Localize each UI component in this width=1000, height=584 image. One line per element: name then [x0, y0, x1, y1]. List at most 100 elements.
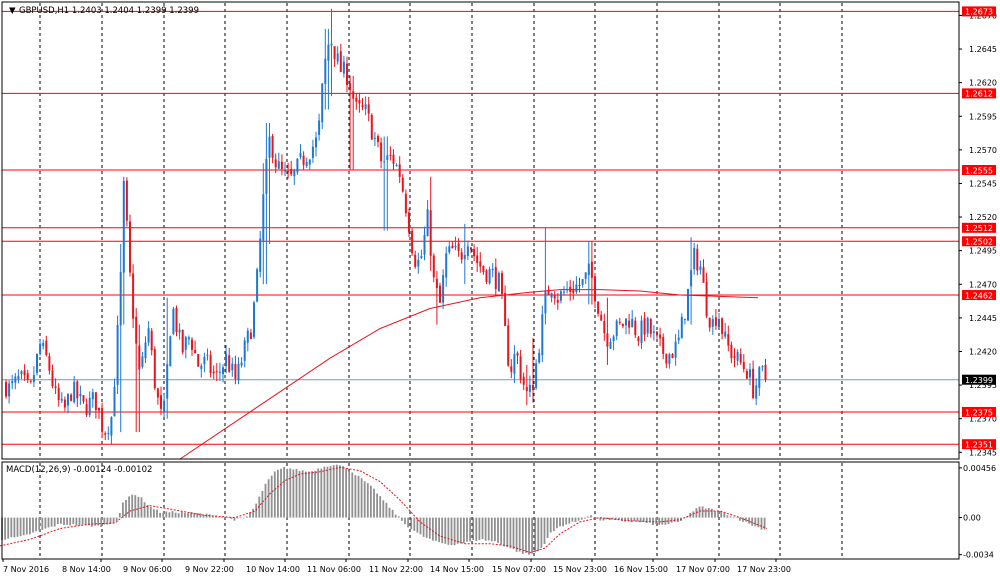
macd-histogram-bar — [726, 515, 729, 518]
x-tick-label: 9 Nov 06:00 — [123, 565, 172, 574]
current-price-label: 1.2399 — [965, 376, 993, 385]
macd-histogram-bar — [593, 517, 595, 519]
candle-body — [315, 137, 317, 148]
macd-histogram-bar — [4, 517, 6, 540]
macd-histogram-bar — [75, 517, 78, 526]
macd-histogram-bar — [304, 471, 307, 518]
symbol-arrow-icon[interactable]: ▼ — [9, 6, 16, 16]
candle-body — [76, 381, 79, 399]
candle-body — [721, 318, 724, 335]
level-label: 1.2351 — [965, 441, 993, 450]
macd-histogram-bar — [348, 471, 351, 518]
macd-histogram-bar — [422, 517, 425, 537]
macd-histogram-bar — [444, 517, 447, 544]
macd-histogram-bar — [261, 490, 264, 518]
candle-body — [60, 398, 63, 401]
y-tick-label: 1.2470 — [969, 280, 997, 289]
y-tick-label: 1.2570 — [969, 146, 997, 155]
candle-body — [203, 356, 206, 365]
candle-body — [259, 238, 262, 272]
candle-body — [330, 43, 333, 46]
candle-body — [138, 345, 141, 370]
macd-histogram-bar — [301, 470, 304, 518]
candle-body — [67, 394, 69, 406]
macd-histogram-bar — [639, 517, 642, 523]
candle-body — [377, 136, 379, 142]
macd-histogram-bar — [521, 517, 524, 554]
macd-histogram-bar — [106, 517, 109, 525]
macd-histogram-bar — [394, 514, 397, 518]
candle-body — [209, 355, 212, 373]
candle-body — [82, 395, 85, 402]
macd-histogram-bar — [286, 468, 289, 518]
macd-histogram-bar — [298, 471, 301, 518]
candle-body — [156, 388, 159, 398]
candle-body — [559, 291, 562, 301]
y-tick-label: 1.2445 — [969, 314, 997, 323]
candle-body — [94, 392, 97, 411]
macd-histogram-bar — [701, 506, 704, 518]
candle-body — [45, 340, 48, 355]
macd-histogram-bar — [391, 509, 394, 518]
macd-histogram-bar — [469, 517, 471, 542]
macd-histogram-bar — [320, 468, 323, 518]
macd-histogram-bar — [475, 517, 478, 541]
macd-histogram-bar — [754, 517, 757, 527]
macd-histogram-bar — [385, 502, 388, 518]
level-label: 1.2512 — [965, 224, 993, 233]
candle-body — [724, 331, 727, 337]
macd-histogram-bar — [103, 517, 106, 525]
macd-histogram-bar — [357, 475, 360, 518]
candle-body — [718, 319, 720, 328]
macd-histogram-bar — [252, 508, 254, 518]
candle-body — [318, 120, 321, 135]
macd-histogram-bar — [329, 466, 332, 518]
candle-body — [435, 278, 438, 289]
candle-body — [85, 404, 88, 415]
macd-histogram-bar — [118, 512, 121, 518]
candle-body — [470, 247, 472, 250]
candle-body — [690, 270, 693, 287]
macd-histogram-bar — [242, 517, 245, 519]
candle-body — [556, 299, 559, 303]
candle-body — [575, 284, 578, 293]
macd-histogram-bar — [41, 517, 44, 530]
macd-histogram-bar — [56, 517, 59, 525]
candle-body — [479, 261, 482, 267]
candle-body — [693, 248, 696, 270]
macd-histogram-bar — [487, 517, 490, 541]
candle-body — [745, 370, 748, 379]
macd-histogram-bar — [574, 517, 577, 522]
price-pane-frame — [1, 1, 960, 460]
candle-body — [73, 381, 76, 403]
macd-histogram-bar — [168, 512, 171, 518]
macd-histogram-bar — [78, 517, 81, 526]
candle-body — [324, 58, 327, 85]
macd-histogram-bar — [611, 517, 614, 520]
macd-histogram-bar — [258, 496, 261, 518]
candle-body — [656, 331, 658, 336]
macd-histogram-bar — [515, 517, 518, 552]
candle-body — [29, 380, 32, 382]
macd-histogram-bar — [94, 517, 96, 526]
candle-body — [457, 243, 460, 251]
candle-body — [761, 366, 764, 368]
macd-histogram-bar — [556, 517, 558, 529]
candle-body — [352, 91, 355, 99]
macd-histogram-bar — [366, 483, 369, 518]
macd-histogram-bar — [249, 512, 251, 518]
candle-body — [671, 354, 674, 358]
macd-histogram-bar — [428, 517, 431, 539]
candle-body — [473, 248, 476, 257]
macd-histogram-bar — [670, 517, 673, 523]
macd-histogram-bar — [546, 517, 549, 538]
macd-histogram-bar — [184, 512, 186, 518]
macd-histogram-bar — [180, 511, 183, 518]
candle-body — [17, 375, 20, 379]
macd-pane-frame — [1, 461, 960, 560]
candle-body — [32, 374, 35, 382]
candle-body — [166, 364, 169, 399]
level-label: 1.2555 — [965, 166, 993, 175]
candle-body — [184, 337, 187, 350]
x-tick-label: 17 Nov 23:00 — [737, 565, 791, 574]
